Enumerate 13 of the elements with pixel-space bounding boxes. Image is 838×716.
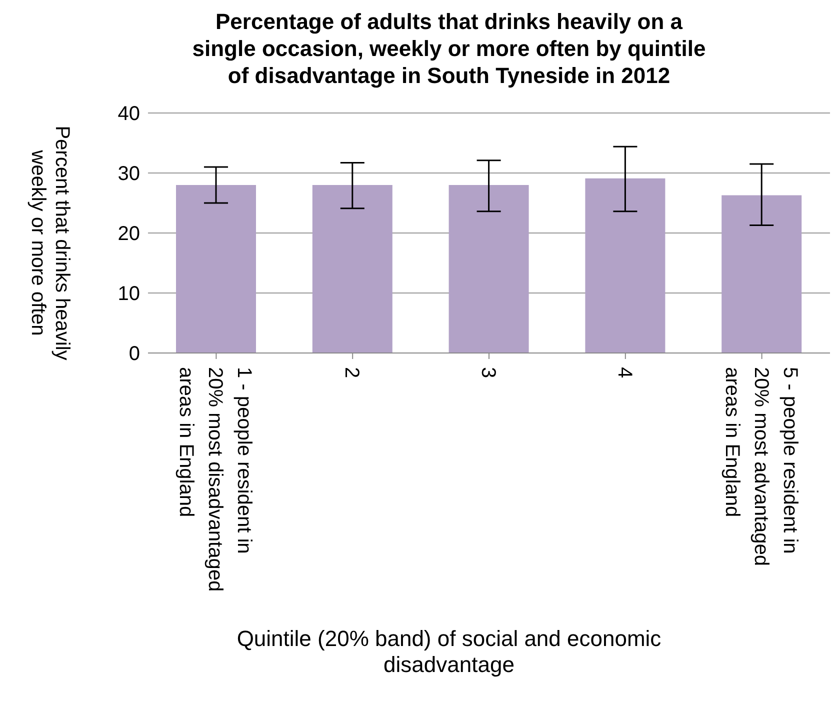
x-tick-label: 1 - people resident in 20% most disadvantaged areas in England xyxy=(175,367,256,592)
x-tick-label: 5 - people resident in 20% most advantaged areas in England xyxy=(720,367,801,566)
chart-title: Percentage of adults that drinks heavily on a single occasion, weekly or more often by quintile of disadvantage in South Tyneside in 2012 xyxy=(191,8,707,89)
y-tick-label: 10 xyxy=(118,283,140,306)
y-axis-title: Percent that drinks heavily weekly or more often xyxy=(26,126,74,360)
x-tick-label: 4 xyxy=(613,367,636,378)
y-tick-label: 0 xyxy=(128,343,140,366)
y-tick-label: 20 xyxy=(118,223,140,246)
y-tick-label: 30 xyxy=(118,163,140,186)
x-tick-label: 2 xyxy=(340,367,363,378)
y-tick-label: 40 xyxy=(118,103,140,126)
x-tick-label: 3 xyxy=(477,367,499,378)
x-axis-title: Quintile (20% band) of social and economic disadvantage xyxy=(236,626,662,678)
